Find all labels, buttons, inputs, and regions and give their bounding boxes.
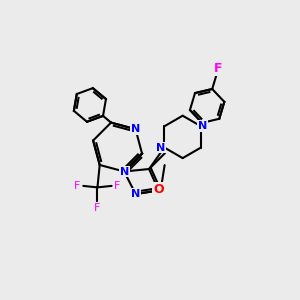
- Text: F: F: [74, 181, 81, 191]
- Text: F: F: [94, 203, 101, 213]
- Text: N: N: [131, 124, 140, 134]
- Text: N: N: [198, 121, 207, 131]
- Text: F: F: [114, 181, 121, 191]
- Text: F: F: [214, 62, 223, 75]
- Text: N: N: [119, 167, 129, 176]
- Text: O: O: [153, 183, 164, 196]
- Text: N: N: [131, 189, 140, 199]
- Text: N: N: [156, 142, 165, 152]
